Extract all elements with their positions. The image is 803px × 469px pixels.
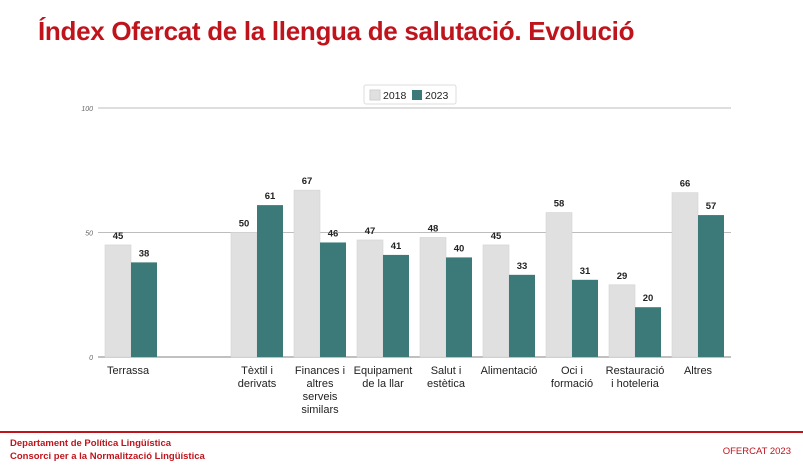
footer-source: OFERCAT 2023 bbox=[722, 446, 791, 457]
x-tick-label: Terrassa bbox=[107, 365, 150, 377]
bar-2023 bbox=[131, 262, 157, 357]
data-label-2023: 61 bbox=[265, 191, 276, 202]
x-tick-label: Finances i altres serveis similars bbox=[295, 365, 345, 416]
bar-2023 bbox=[698, 215, 724, 357]
y-tick-label: 100 bbox=[81, 106, 93, 113]
x-tick-label: Alimentació bbox=[481, 365, 538, 377]
legend-box bbox=[363, 84, 457, 105]
bar-2023 bbox=[572, 279, 598, 357]
bar-2018 bbox=[293, 189, 321, 358]
data-label-2023: 38 bbox=[139, 248, 150, 259]
data-label-2023: 46 bbox=[328, 228, 339, 239]
bar-2018 bbox=[104, 244, 132, 358]
x-tick-label: Restauració i hoteleria bbox=[606, 365, 665, 390]
bar-2018 bbox=[671, 192, 699, 358]
bar-2023 bbox=[635, 307, 661, 357]
bar-2018 bbox=[356, 239, 384, 358]
bar-chart: 0 50 100 45 38 Terrassa 50 61 Tèxtil i derivats 67… bbox=[81, 84, 731, 416]
bar-2018 bbox=[230, 232, 258, 358]
data-label-2018: 67 bbox=[302, 176, 313, 187]
data-label-2023: 41 bbox=[391, 241, 402, 252]
x-tick-label: Tèxtil i derivats bbox=[238, 365, 277, 390]
footer-org-line-2: Consorci per a la Normalització Lingüíst… bbox=[10, 451, 205, 462]
bar-2023 bbox=[446, 257, 472, 357]
data-label-2018: 58 bbox=[554, 199, 565, 210]
legend-swatch-2023 bbox=[412, 90, 422, 100]
data-label-2018: 45 bbox=[113, 231, 124, 242]
data-label-2023: 57 bbox=[706, 201, 717, 212]
bar-2023 bbox=[383, 254, 409, 357]
x-tick-label: Altres bbox=[684, 365, 713, 377]
x-tick-label: Salut i estètica bbox=[427, 365, 466, 390]
data-label-2018: 50 bbox=[239, 219, 250, 230]
bar-2018 bbox=[419, 237, 447, 358]
page-title: Índex Ofercat de la llengua de salutació… bbox=[38, 16, 635, 46]
bar-2023 bbox=[320, 242, 346, 357]
y-tick-label: 0 bbox=[89, 355, 93, 362]
bar-2018 bbox=[482, 244, 510, 358]
footer-organization: Departament de Política Lingüística Cons… bbox=[10, 437, 205, 463]
data-label-2023: 31 bbox=[580, 266, 591, 277]
y-tick-label: 50 bbox=[85, 231, 93, 238]
data-label-2018: 48 bbox=[428, 223, 439, 234]
bar-2018 bbox=[545, 212, 573, 358]
data-label-2023: 33 bbox=[517, 261, 528, 272]
bar-2023 bbox=[509, 274, 535, 357]
legend-swatch-2018 bbox=[369, 89, 381, 101]
data-label-2018: 66 bbox=[680, 179, 691, 190]
x-tick-label: Oci i formació bbox=[551, 365, 593, 390]
bar-2023 bbox=[257, 205, 283, 357]
legend-label-2023: 2023 bbox=[425, 90, 449, 102]
data-label-2018: 29 bbox=[617, 271, 628, 282]
footer-org-line-1: Departament de Política Lingüística bbox=[10, 438, 172, 449]
footer-divider bbox=[0, 431, 803, 433]
bar-2018 bbox=[608, 284, 636, 358]
data-label-2023: 40 bbox=[454, 243, 465, 254]
data-label-2023: 20 bbox=[643, 293, 654, 304]
legend-label-2018: 2018 bbox=[383, 90, 407, 102]
x-tick-label: Equipament de la llar bbox=[354, 365, 413, 390]
data-label-2018: 47 bbox=[365, 226, 376, 237]
data-label-2018: 45 bbox=[491, 231, 502, 242]
